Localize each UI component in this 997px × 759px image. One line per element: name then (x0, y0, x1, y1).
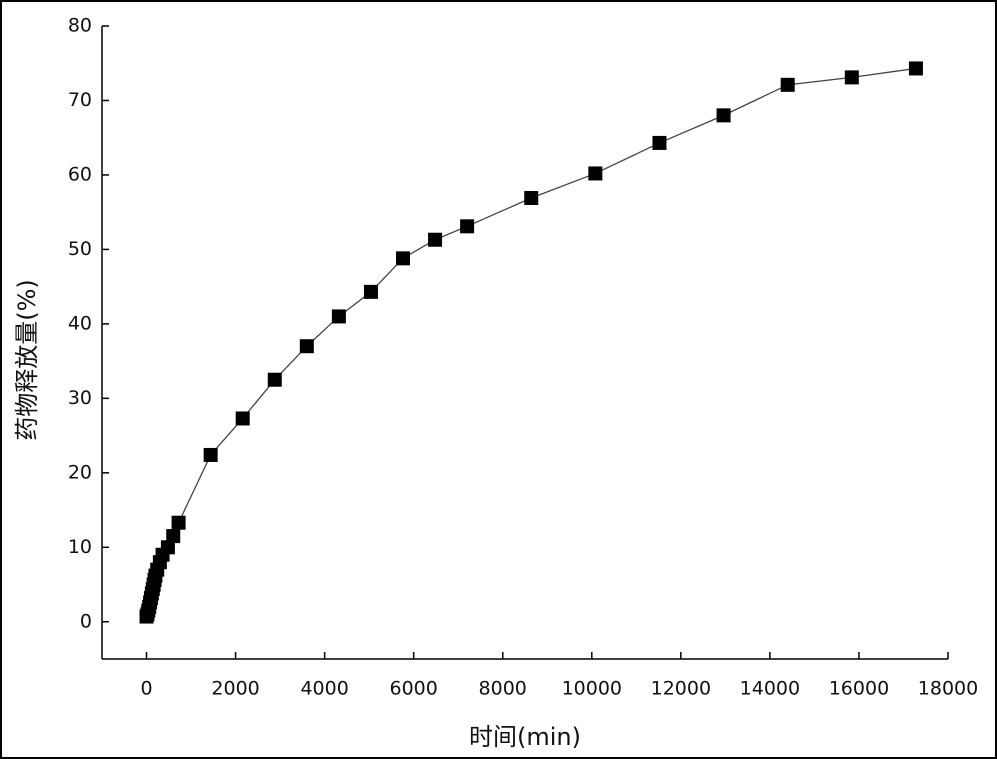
marker (299, 339, 314, 354)
x-tick-label: 10000 (562, 678, 622, 700)
marker (716, 108, 731, 123)
marker (267, 372, 282, 387)
y-tick-label: 0 (80, 610, 92, 632)
marker (160, 540, 175, 555)
y-tick-label: 80 (68, 15, 92, 37)
x-tick-label: 16000 (829, 678, 889, 700)
y-tick-label: 10 (68, 536, 92, 558)
marker (428, 232, 443, 247)
marker (844, 70, 859, 85)
marker (780, 77, 795, 92)
series-line (145, 67, 917, 617)
y-tick-label: 30 (68, 387, 92, 409)
x-tick-label: 14000 (740, 678, 800, 700)
marker (203, 447, 218, 462)
marker (171, 515, 186, 530)
y-tick-label: 50 (68, 238, 92, 260)
x-tick-label: 2000 (211, 678, 259, 700)
marker (652, 135, 667, 150)
y-tick-label: 40 (68, 312, 92, 334)
y-tick-label: 60 (68, 163, 92, 185)
marker (588, 166, 603, 181)
x-tick-label: 0 (140, 678, 152, 700)
y-tick-label: 20 (68, 461, 92, 483)
x-tick-label: 8000 (479, 678, 527, 700)
x-tick-label: 18000 (918, 678, 978, 700)
marker (460, 219, 475, 234)
marker (235, 411, 250, 426)
marker (524, 191, 539, 206)
marker (331, 309, 346, 324)
y-axis-title: 药物释放量(%) (13, 279, 41, 441)
x-tick-label: 12000 (651, 678, 711, 700)
y-tick-label: 70 (68, 89, 92, 111)
marker (395, 251, 410, 266)
x-axis-title: 时间(min) (469, 723, 581, 751)
marker (908, 61, 923, 76)
x-tick-label: 6000 (390, 678, 438, 700)
marker (363, 284, 378, 299)
x-tick-label: 4000 (300, 678, 348, 700)
marker (166, 529, 181, 544)
